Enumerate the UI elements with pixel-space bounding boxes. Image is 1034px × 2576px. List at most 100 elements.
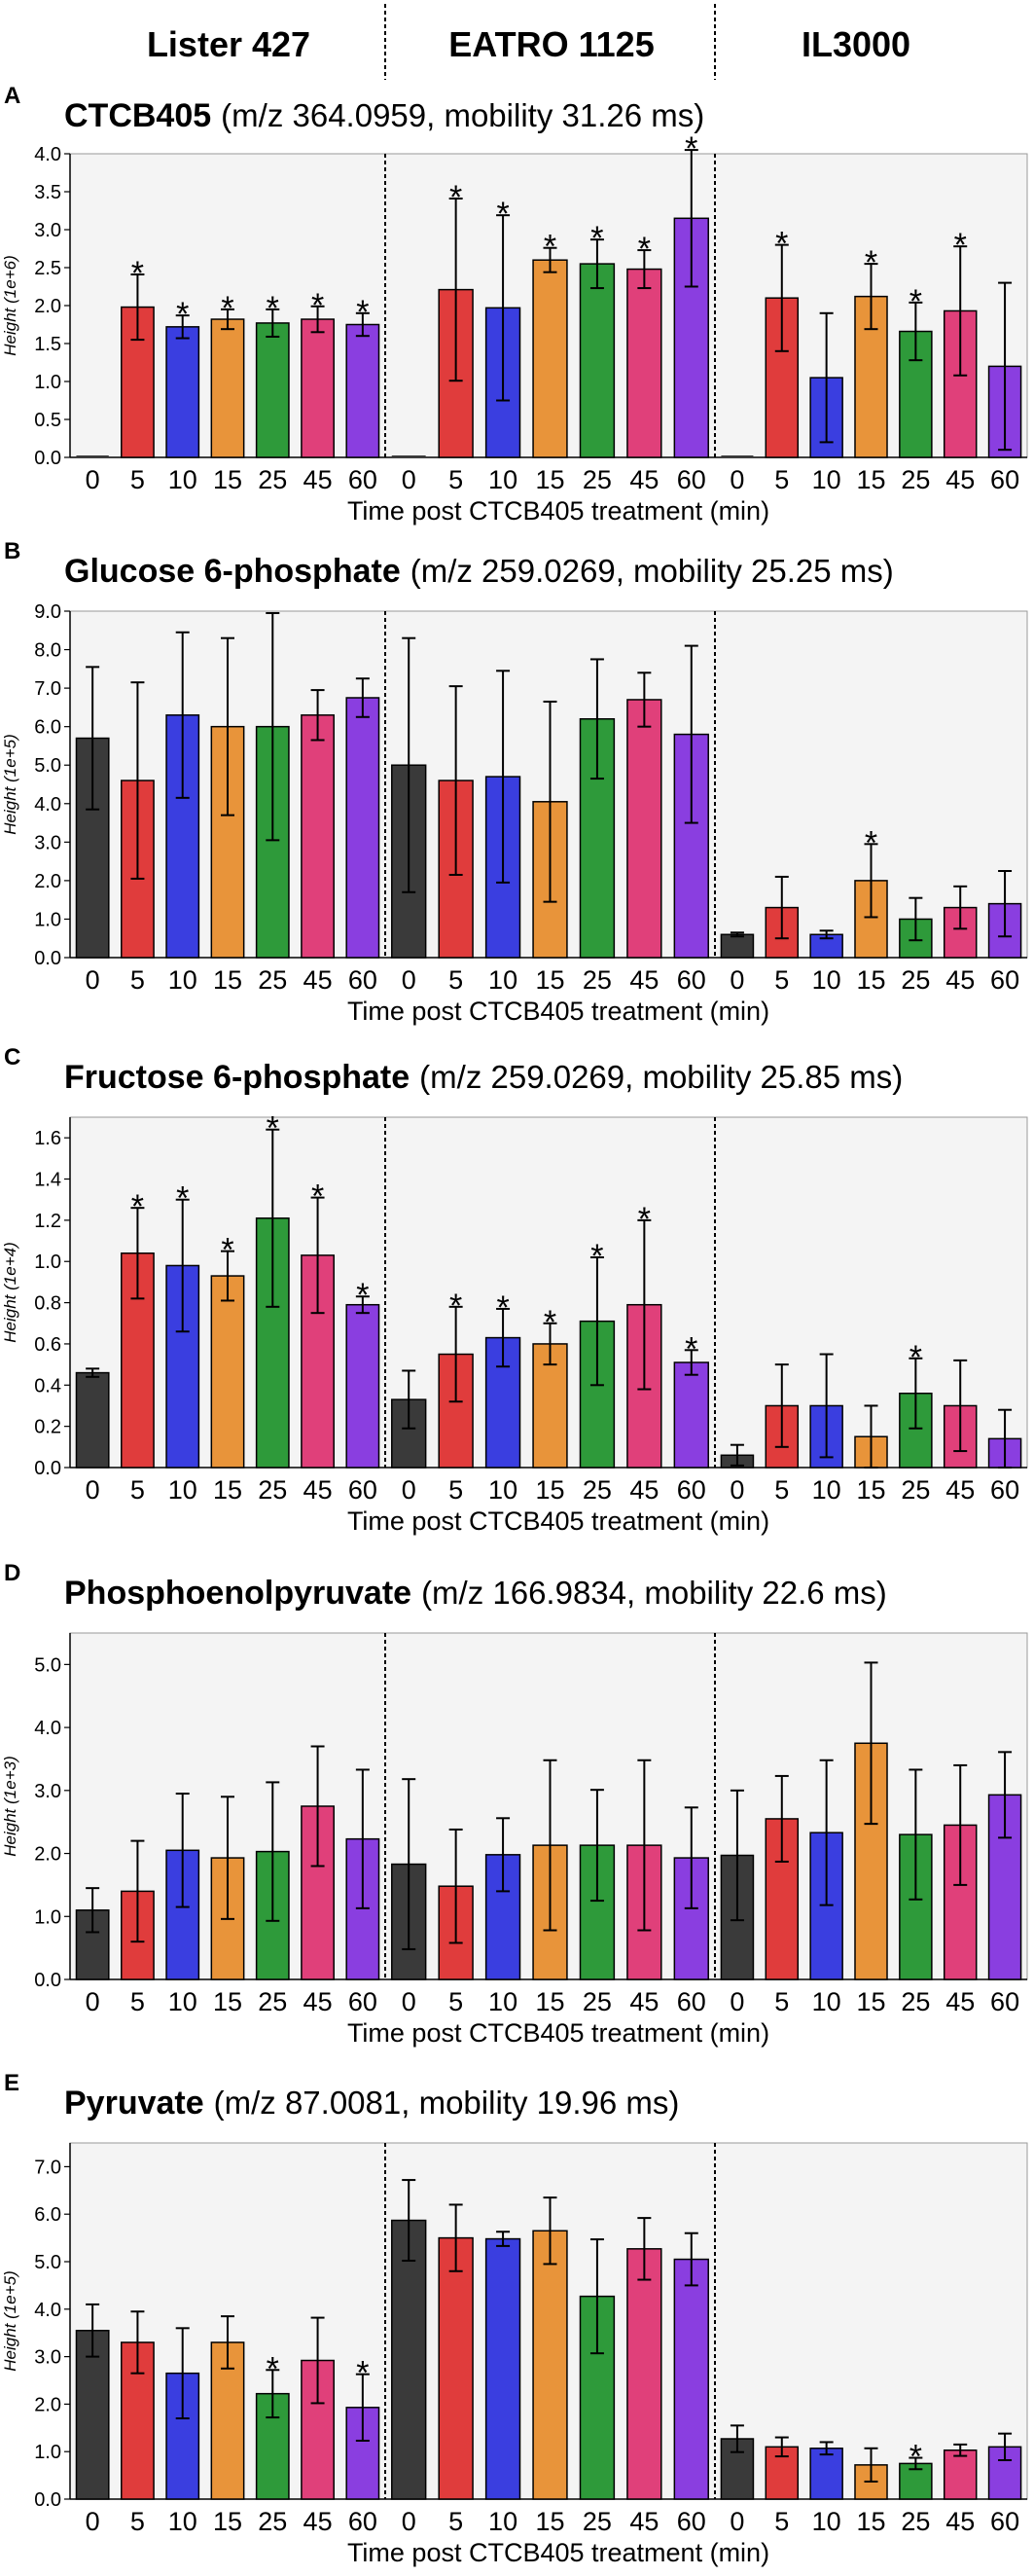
bar [75,1371,110,1469]
metabolite-info: (m/z 364.0959, mobility 31.26 ms) [221,97,704,133]
y-tick-label: 2.5 [34,258,61,279]
x-tick-label: 5 [130,1475,145,1505]
x-tick-label: 5 [130,1987,145,2016]
strain-label-eatro-1125: EATRO 1125 [448,24,654,64]
x-tick-label: 15 [856,965,885,995]
bar [720,933,755,959]
x-tick-label: 0 [402,1987,416,2016]
y-axis-label: Height (1e+5) [1,734,19,834]
y-tick-label: 3.5 [34,182,61,203]
significance-star: * [685,1330,697,1367]
bar [438,2236,474,2500]
x-tick-label: 0 [86,1987,100,2016]
y-tick-label: 1.5 [34,334,61,355]
significance-star: * [590,1238,603,1275]
x-tick-label: 15 [535,1475,564,1505]
chart-title: Phosphoenolpyruvate (m/z 166.9834, mobili… [64,1575,887,1612]
x-tick-label: 45 [629,965,659,995]
x-tick-label: 10 [488,1987,517,2016]
significance-star: * [356,1277,369,1314]
x-tick-label: 0 [730,965,744,995]
bar [626,699,662,959]
significance-star: * [496,1289,509,1326]
x-tick-label: 60 [348,465,377,494]
significance-star: * [311,287,324,324]
x-tick-label: 15 [856,1987,885,2016]
x-axis-label: Time post CTCB405 treatment (min) [347,496,769,526]
x-tick-label: 5 [774,1987,789,2016]
x-tick-label: 15 [213,1475,242,1505]
x-tick-label: 45 [303,965,333,995]
significance-star: * [496,196,509,233]
y-tick-label: 4.0 [34,1718,61,1739]
y-tick-label: 0.6 [34,1334,61,1356]
x-tick-label: 25 [901,465,930,494]
metabolite-name: Fructose 6-phosphate [64,1059,410,1096]
significance-star: * [544,229,556,266]
metabolite-info: (m/z 259.0269, mobility 25.25 ms) [410,553,894,589]
bar [165,1849,200,1980]
significance-star: * [449,1288,462,1324]
bar [210,1275,245,1469]
significance-star: * [865,824,877,861]
y-tick-label: 7.0 [34,678,61,700]
y-tick-label: 6.0 [34,717,61,739]
chart-title: Pyruvate (m/z 87.0081, mobility 19.96 ms) [64,2085,679,2122]
x-tick-label: 15 [535,2507,564,2536]
y-tick-label: 3.0 [34,1781,61,1802]
x-tick-label: 0 [730,1987,744,2016]
metabolite-name: CTCB405 [64,97,211,134]
x-tick-label: 45 [629,1475,659,1505]
panel-letter: B [4,538,20,564]
x-tick-label: 45 [945,2507,975,2536]
x-tick-label: 45 [945,465,975,494]
panel-letter: C [4,1044,20,1070]
bar [345,323,380,458]
significance-star: * [176,1180,189,1217]
strain-label-lister-427: Lister 427 [147,24,310,64]
y-tick-label: 0.8 [34,1293,61,1315]
x-tick-label: 15 [856,465,885,494]
x-tick-label: 5 [448,965,463,995]
significance-star: * [221,290,233,327]
x-tick-label: 5 [774,465,789,494]
x-tick-label: 60 [348,1987,377,2016]
x-tick-label: 10 [168,965,197,995]
y-tick-label: 5.0 [34,2252,61,2273]
x-tick-label: 15 [856,1475,885,1505]
bar [391,2219,427,2500]
y-tick-label: 1.0 [34,909,61,930]
x-tick-label: 25 [258,1475,287,1505]
strain-header: Lister 427 EATRO 1125 IL3000 [147,4,910,80]
metabolite-info: (m/z 259.0269, mobility 25.85 ms) [419,1059,903,1095]
significance-star: * [356,2355,369,2392]
bar [673,1361,709,1469]
x-tick-label: 10 [488,965,517,995]
panel-c: C Fructose 6-phosphate (m/z 259.0269, mobi… [1,1044,1028,1536]
y-tick-label: 7.0 [34,2157,61,2178]
y-tick-label: 3.0 [34,832,61,853]
x-tick-label: 0 [402,465,416,494]
x-tick-label: 0 [86,965,100,995]
significance-star: * [221,1232,233,1269]
y-tick-label: 0.4 [34,1375,61,1397]
bar [210,318,245,458]
x-tick-label: 60 [348,1475,377,1505]
x-tick-label: 45 [303,2507,333,2536]
x-tick-label: 10 [168,1475,197,1505]
x-tick-label: 10 [812,1987,841,2016]
significance-star: * [544,1304,556,1341]
x-tick-label: 45 [945,1987,975,2016]
y-tick-label: 0.2 [34,1417,61,1438]
y-tick-label: 3.0 [34,220,61,241]
x-tick-label: 15 [535,1987,564,2016]
x-axis-label: Time post CTCB405 treatment (min) [347,2018,769,2048]
metabolite-info: (m/z 87.0081, mobility 19.96 ms) [214,2085,680,2121]
x-tick-label: 15 [213,965,242,995]
y-tick-label: 0.0 [34,448,61,469]
x-tick-label: 5 [130,465,145,494]
x-tick-label: 5 [448,1475,463,1505]
panel-e: E Pyruvate (m/z 87.0081, mobility 19.96 ms… [1,2070,1028,2567]
x-tick-label: 5 [130,2507,145,2536]
